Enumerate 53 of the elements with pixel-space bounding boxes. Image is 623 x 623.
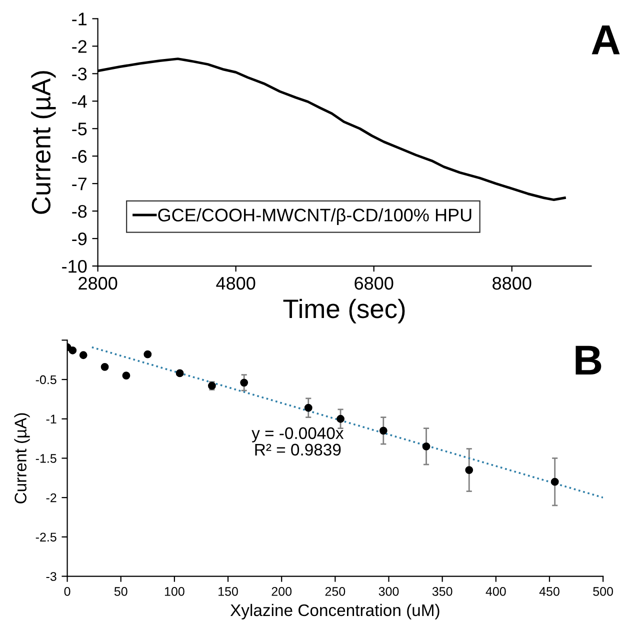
y-axis-title: Current (µA) xyxy=(31,71,56,214)
text: A xyxy=(592,26,620,54)
x-tick-label: 250 xyxy=(325,587,346,596)
y-tick-label: -8 xyxy=(72,204,87,218)
y-tick-label: -5 xyxy=(72,122,87,136)
point xyxy=(550,478,559,486)
y-tick-label: -1 xyxy=(72,12,87,26)
annotation: R² = 0.9839 xyxy=(255,444,341,456)
y-tick-label: -1 xyxy=(46,414,56,424)
y-tick-label: -0.5 xyxy=(36,375,56,384)
x-tick-label: 300 xyxy=(378,587,399,596)
point xyxy=(79,351,88,360)
y-tick-label: -6 xyxy=(72,150,87,163)
y-axis-title: Current (µA) xyxy=(14,413,30,504)
legend-label: GCE/COOH-MWCNT/β-CD/100% HPU xyxy=(158,208,472,226)
point xyxy=(422,442,430,450)
point xyxy=(122,372,130,380)
point xyxy=(336,414,344,423)
y-tick-label: -2.5 xyxy=(36,532,56,542)
x-tick-label: 0 xyxy=(64,587,70,596)
point xyxy=(144,350,152,358)
y-tick-label: -2 xyxy=(72,40,86,53)
y-tick-label: -10 xyxy=(62,260,87,273)
x-tick-label: 500 xyxy=(593,587,614,596)
x-tick-label: 150 xyxy=(218,587,238,596)
x-tick-label: 8800 xyxy=(492,276,532,290)
annotation: y = -0.0040x xyxy=(252,427,344,442)
annotation: B xyxy=(576,346,602,375)
x-tick-label: 4800 xyxy=(216,276,256,290)
x-tick-label: 200 xyxy=(272,587,292,596)
point xyxy=(176,369,184,378)
point xyxy=(304,404,312,412)
point xyxy=(465,466,474,474)
x-tick-label: 100 xyxy=(164,587,184,596)
x-tick-label: 6800 xyxy=(354,276,394,290)
x-tick-label: 350 xyxy=(432,587,452,596)
y-tick-label: -4 xyxy=(72,95,87,108)
y-tick-label: -9 xyxy=(72,232,87,246)
y-tick-label: -7 xyxy=(72,178,86,190)
x-tick-label: 2800 xyxy=(78,276,118,290)
point xyxy=(379,426,388,435)
point xyxy=(68,346,77,354)
y-tick-label: -1.5 xyxy=(36,454,56,463)
point xyxy=(100,362,109,371)
y-tick-label: -2 xyxy=(46,493,56,502)
point xyxy=(240,378,248,387)
x-axis-title: Xylazine Concentration (uM) xyxy=(230,604,440,620)
y-tick-label: -3 xyxy=(72,68,87,80)
x-tick-label: 400 xyxy=(486,587,506,596)
x-axis-title: Time (sec) xyxy=(283,298,405,324)
x-tick-label: 50 xyxy=(114,587,128,596)
y-tick-label: -3 xyxy=(46,572,56,581)
x-tick-label: 450 xyxy=(539,587,560,596)
